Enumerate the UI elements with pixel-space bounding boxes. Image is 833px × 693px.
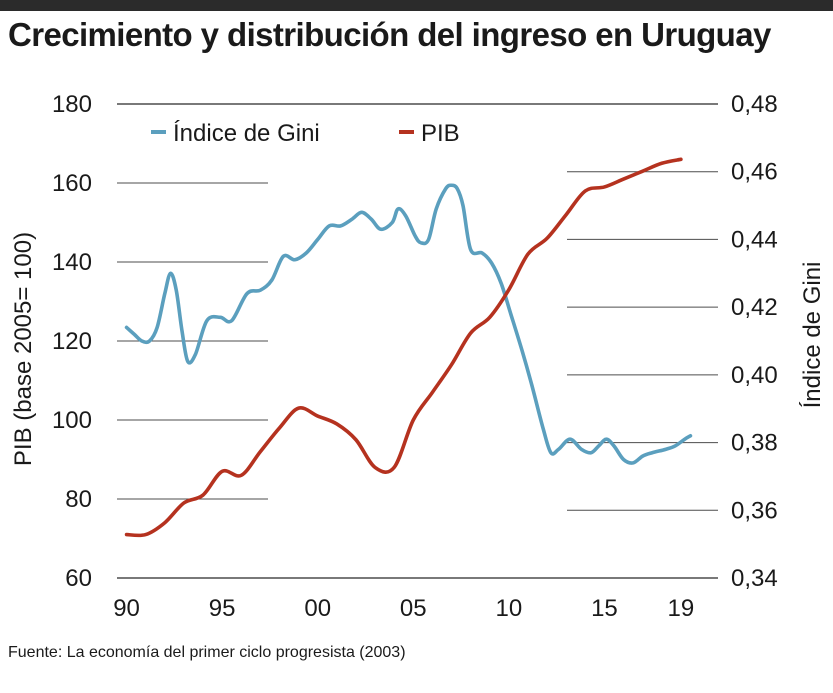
right-axis-ticks: 0,34 0,36 0,38 0,40 0,42 0,44 0,46 0,48 xyxy=(731,91,778,592)
x-tick-label: 90 xyxy=(113,595,140,622)
left-axis-ticks: 60 80 100 120 140 160 180 xyxy=(52,91,92,592)
top-bar xyxy=(0,0,833,11)
x-tick-label: 05 xyxy=(400,595,427,622)
source-note: Fuente: La economía del primer ciclo pro… xyxy=(8,644,406,661)
left-tick-label: 160 xyxy=(52,170,92,197)
right-tick-label: 0,36 xyxy=(731,497,778,524)
left-tick-label: 100 xyxy=(52,407,92,434)
x-tick-label: 00 xyxy=(304,595,331,622)
chart-svg: 60 80 100 120 140 160 180 0,34 0,36 0,38 0,40 0,42… xyxy=(10,91,826,622)
legend-label: PIB xyxy=(421,120,460,147)
left-tick-label: 120 xyxy=(52,328,92,355)
right-tick-label: 0,40 xyxy=(731,362,778,389)
x-tick-label: 10 xyxy=(496,595,523,622)
series-line-gini xyxy=(124,183,693,465)
legend-label: Índice de Gini xyxy=(173,120,320,147)
right-axis-title: Índice de Gini xyxy=(799,262,826,409)
right-tick-label: 0,46 xyxy=(731,159,778,186)
right-tick-label: 0,44 xyxy=(731,226,778,253)
gridlines xyxy=(117,103,718,579)
x-tick-label: 95 xyxy=(209,595,236,622)
legend: Índice de Gini PIB xyxy=(151,120,460,147)
left-tick-label: 80 xyxy=(65,486,92,513)
right-tick-label: 0,42 xyxy=(731,294,778,321)
left-tick-label: 140 xyxy=(52,249,92,276)
chart-title: Crecimiento y distribución del ingreso e… xyxy=(8,16,771,53)
left-tick-label: 60 xyxy=(65,565,92,592)
right-tick-label: 0,38 xyxy=(731,430,778,457)
x-tick-label: 15 xyxy=(591,595,618,622)
left-axis-title: PIB (base 2005= 100) xyxy=(10,232,37,466)
left-tick-label: 180 xyxy=(52,91,92,118)
x-tick-label: 19 xyxy=(668,595,695,622)
series-line-pib xyxy=(124,157,683,538)
series-lines xyxy=(124,157,693,538)
right-tick-label: 0,48 xyxy=(731,91,778,118)
right-tick-label: 0,34 xyxy=(731,565,778,592)
x-axis-ticks: 90 95 00 05 10 15 19 xyxy=(113,595,694,622)
